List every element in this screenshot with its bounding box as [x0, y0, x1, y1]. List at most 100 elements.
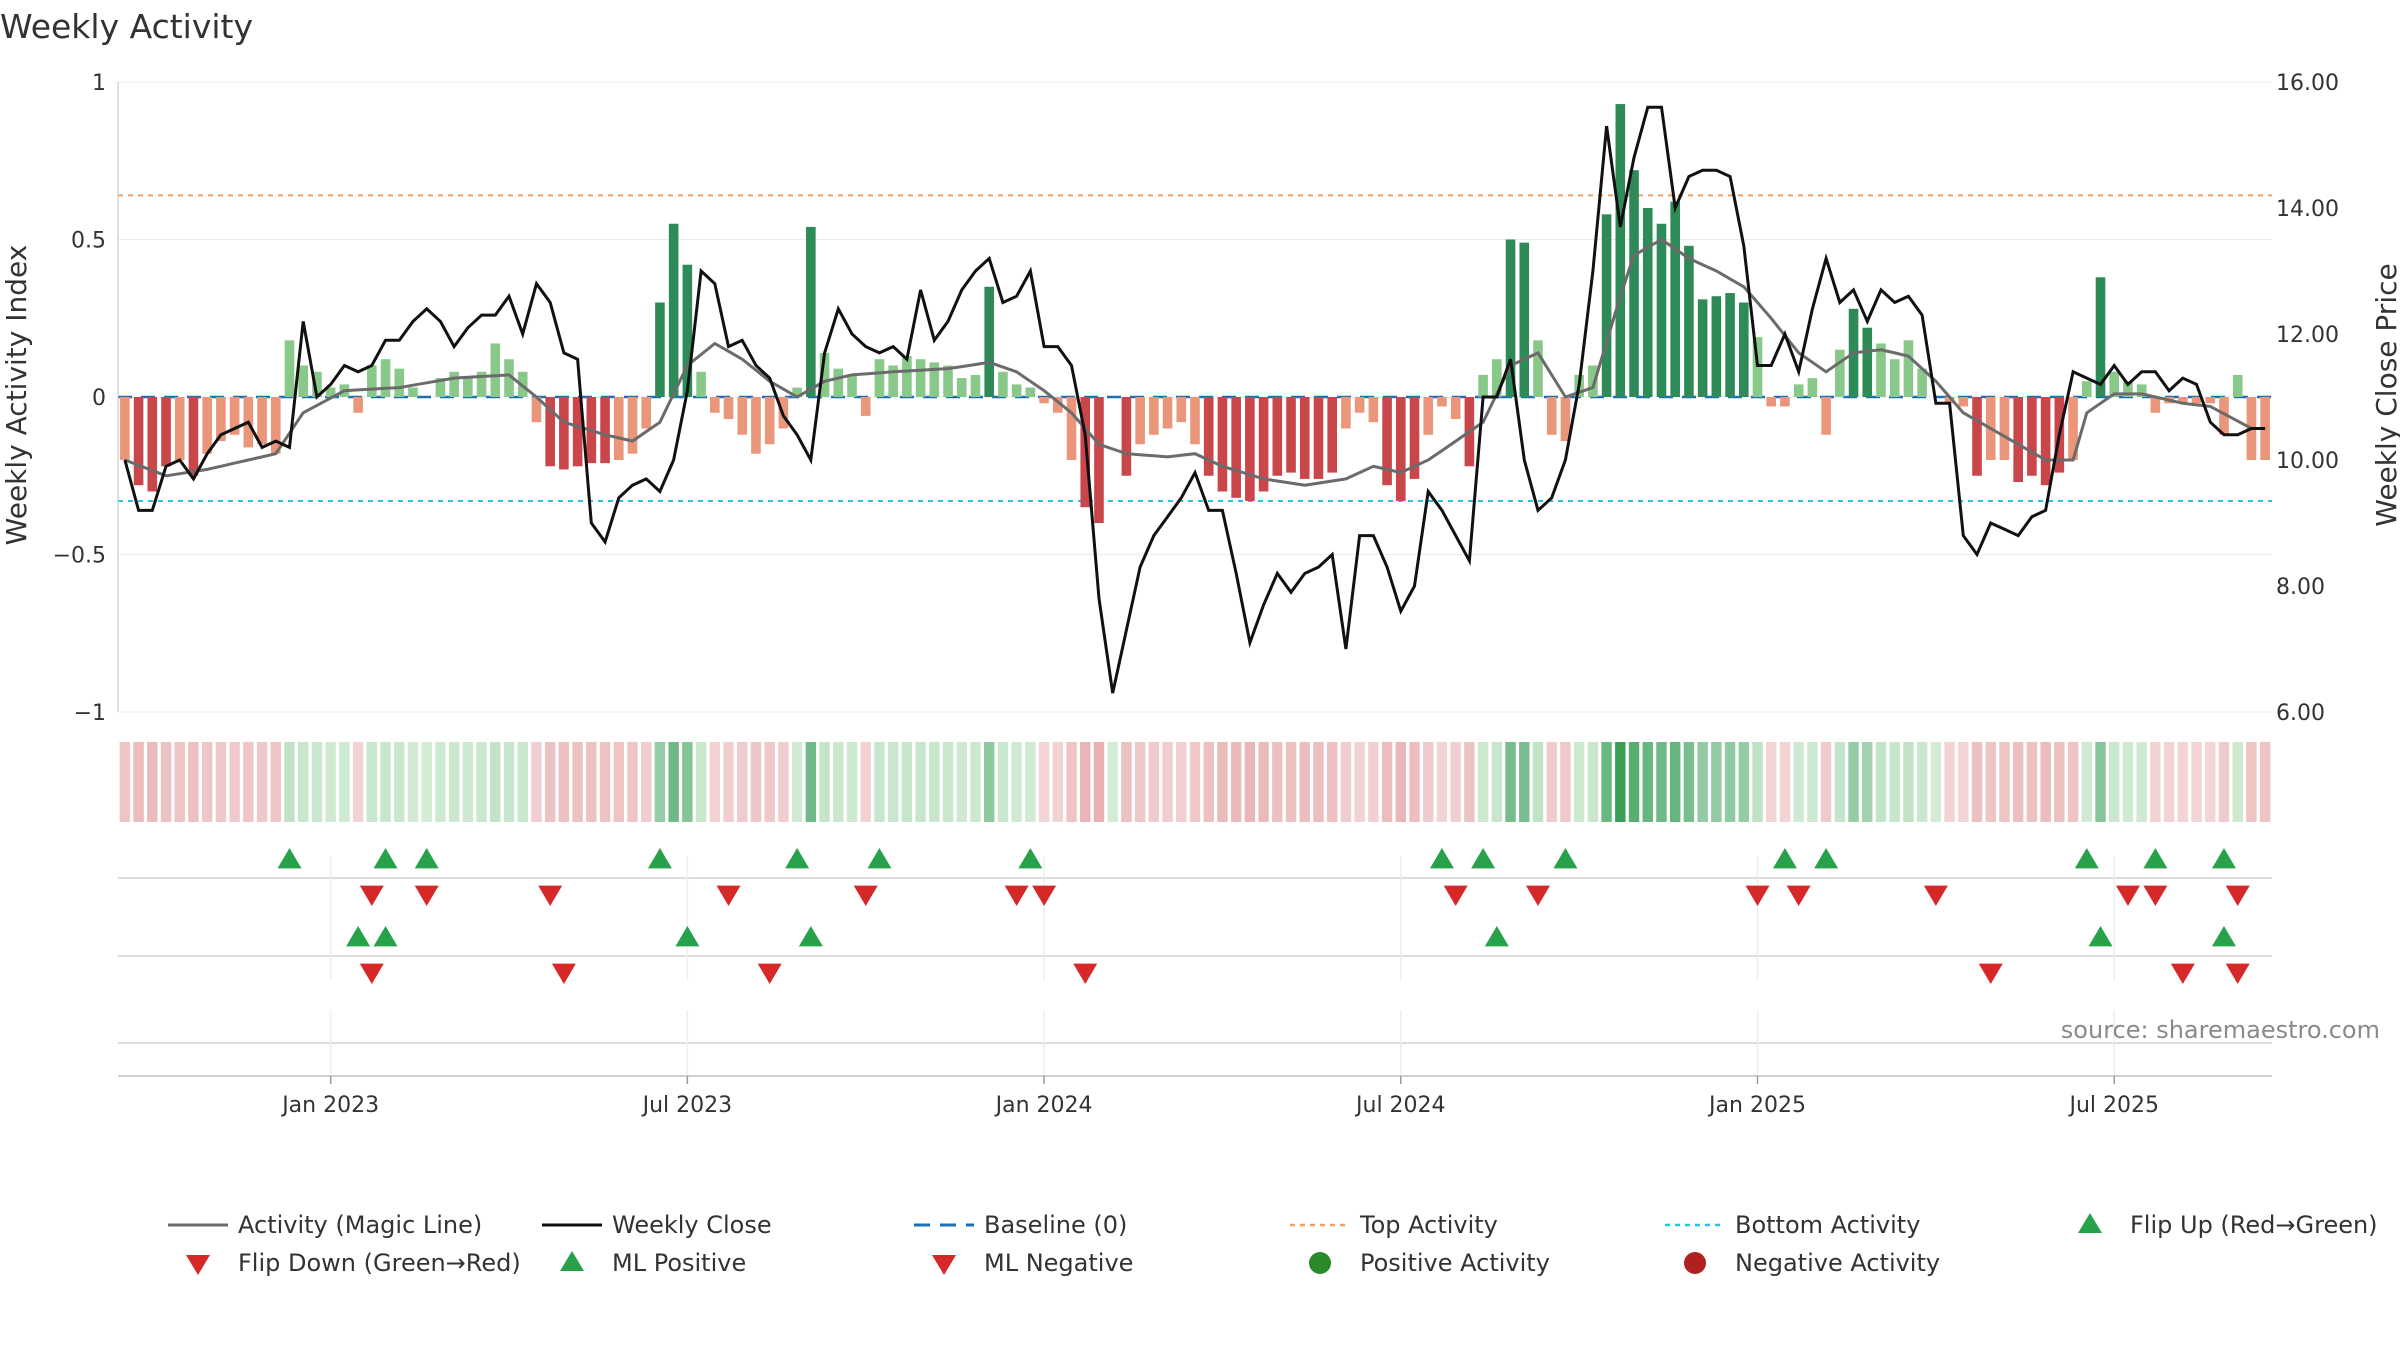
flip-up-marker [2143, 848, 2168, 869]
activity-bar [1793, 384, 1804, 397]
x-tick-label: Jan 2025 [1707, 1093, 1806, 1118]
heat-cell [2026, 742, 2038, 822]
heat-cell [2054, 742, 2065, 822]
activity-bar [751, 397, 761, 454]
activity-bar [874, 359, 885, 397]
activity-bar [1972, 397, 1982, 476]
activity-bar [133, 397, 144, 486]
activity-bar [627, 397, 638, 454]
activity-bar [1203, 397, 1214, 476]
flip-down-marker [1786, 885, 1811, 906]
legend-label: Negative Activity [1735, 1249, 1940, 1277]
legend-label: ML Negative [984, 1249, 1133, 1277]
heat-cell [256, 742, 268, 822]
heat-cell [421, 742, 432, 822]
activity-bar [1903, 340, 1914, 397]
heat-cell [1189, 742, 1201, 822]
activity-bar [1601, 214, 1612, 397]
flip-down-marker [1525, 885, 1550, 906]
activity-bar [1121, 397, 1132, 476]
heat-cell [723, 742, 734, 822]
legend-label: Flip Down (Green→Red) [238, 1249, 521, 1277]
heat-cell [1971, 742, 1983, 822]
activity-bar [1492, 359, 1502, 397]
flip-up-marker [2074, 848, 2099, 869]
activity-bar [2013, 397, 2023, 483]
heat-cell [435, 742, 446, 822]
activity-bar [998, 371, 1008, 397]
activity-bar [559, 397, 569, 470]
activity-bar [2232, 374, 2243, 397]
activity-bar [1505, 239, 1516, 397]
heat-cell [270, 742, 281, 822]
activity-bar [1313, 397, 1324, 479]
flip-up-marker [2211, 848, 2236, 869]
activity-bar [2219, 397, 2229, 435]
flip-up-marker [1814, 848, 1839, 869]
legend-swatch [560, 1251, 584, 1271]
heat-cell [1505, 742, 1516, 822]
heat-cell [1230, 742, 1242, 822]
flip-up-marker [1553, 848, 1578, 869]
activity-bar [655, 302, 665, 397]
activity-bar [1354, 397, 1365, 413]
legend-swatch [1309, 1252, 1331, 1274]
legend-item: ML Positive [560, 1249, 746, 1277]
heat-cell [846, 742, 858, 822]
ml-negative-marker [551, 963, 576, 984]
heat-cell [613, 742, 624, 822]
heat-cell [2191, 742, 2202, 822]
heat-cell [133, 742, 144, 822]
heat-cell [1477, 742, 1489, 822]
heat-cell [1766, 742, 1777, 822]
heat-cell [1656, 742, 1667, 822]
heat-cell [380, 742, 391, 822]
heat-cell [1944, 742, 1955, 822]
activity-bar [1546, 397, 1557, 435]
legend-label: Flip Up (Red→Green) [2130, 1211, 2378, 1239]
heat-cell [627, 742, 638, 822]
activity-bar [2178, 397, 2188, 404]
legend-item: Baseline (0) [914, 1211, 1127, 1239]
activity-bar [737, 397, 748, 435]
activity-bar [1999, 397, 2010, 460]
activity-bar [257, 397, 267, 445]
activity-bar [1135, 397, 1145, 445]
activity-bar [147, 397, 158, 492]
activity-bar [284, 340, 295, 397]
activity-bar [1382, 397, 1392, 486]
heat-cell [640, 742, 652, 822]
heat-cell [586, 742, 597, 822]
heat-cell [887, 742, 899, 822]
ml-negative-marker [757, 963, 782, 984]
activity-bar [1560, 397, 1571, 442]
y2-tick-label: 10.00 [2276, 449, 2339, 474]
heat-cell [284, 742, 295, 822]
activity-bar [1944, 397, 1955, 404]
activity-bar [120, 397, 130, 460]
flip-down-marker [716, 885, 741, 906]
flip-up-marker [1772, 848, 1797, 869]
legend-swatch [1684, 1252, 1706, 1274]
heat-cell [1285, 742, 1297, 822]
ml-positive-marker [2211, 926, 2236, 947]
activity-bar [1025, 387, 1036, 397]
flip-down-marker [1443, 885, 1468, 906]
heat-cell [599, 742, 611, 822]
flip-down-marker [1745, 885, 1770, 906]
legend-item: Top Activity [1290, 1211, 1498, 1239]
activity-bar [1286, 397, 1296, 473]
legend-swatch [186, 1255, 210, 1275]
legend-swatch [2078, 1213, 2102, 1233]
heat-cell [997, 742, 1009, 822]
activity-bar [764, 397, 775, 445]
activity-bar [1039, 397, 1049, 404]
activity-bar [463, 378, 473, 397]
y-axis-label: Weekly Activity Index [0, 245, 33, 546]
heat-cell [311, 742, 323, 822]
y-tick-label: −1 [74, 701, 106, 726]
activity-bar [1245, 397, 1255, 501]
axes: 1 0.5 0 −0.5 −1 16.00 14.00 12.00 10.00 8.00 6.00 J… [53, 71, 2339, 1118]
heat-cell [942, 742, 954, 822]
activity-bar [2095, 277, 2106, 397]
